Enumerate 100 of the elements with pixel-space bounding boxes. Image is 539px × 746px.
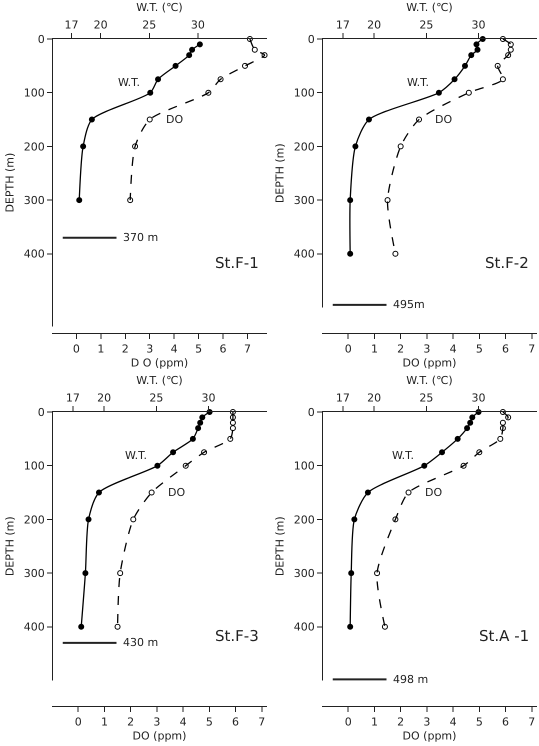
- series-label: DO: [425, 486, 442, 499]
- point: [130, 516, 136, 522]
- point: [246, 36, 253, 42]
- y-tick-label: 0: [308, 32, 315, 46]
- x-tick-label: 3: [153, 715, 160, 728]
- series-label: W.T.: [392, 449, 414, 462]
- point: [392, 250, 398, 257]
- point: [505, 414, 512, 420]
- point: [494, 62, 501, 69]
- ref-line-label: 498 m: [393, 673, 428, 686]
- x-tick-label: 7: [528, 715, 536, 728]
- point: [252, 46, 258, 53]
- point: [476, 449, 482, 456]
- point: [406, 490, 412, 496]
- annotation: St.F-2: [485, 254, 529, 272]
- point: [127, 197, 134, 204]
- y-axis-title: DEPTH (m): [3, 152, 16, 213]
- annotation: St.F-3: [215, 627, 259, 645]
- x2-tick-label: 25: [419, 391, 434, 404]
- x-tick-label: 6: [232, 715, 240, 728]
- point: [398, 143, 404, 150]
- y-tick-label: 200: [294, 513, 315, 526]
- point: [230, 414, 236, 420]
- y-tick-label: 300: [24, 566, 45, 580]
- y-tick-label: 400: [24, 620, 45, 634]
- point: [148, 490, 155, 496]
- y-tick-label: 100: [294, 460, 315, 473]
- y-axis-title: DEPTH (m): [3, 516, 16, 576]
- x-tick-label: 1: [100, 715, 108, 728]
- y-tick-label: 400: [294, 248, 315, 261]
- y-tick-label: 100: [24, 86, 45, 100]
- point: [500, 425, 506, 432]
- series-label: DO: [168, 486, 186, 499]
- x-tick-label: 2: [127, 715, 134, 728]
- ref-line-label: 430 m: [123, 636, 158, 649]
- series-label: DO: [166, 113, 184, 126]
- y-axis-title: DEPTH (m): [273, 143, 286, 204]
- point: [384, 197, 391, 204]
- point: [242, 62, 248, 69]
- y-tick-label: 200: [294, 140, 315, 154]
- point: [262, 52, 268, 58]
- ref-line-label: 495m: [393, 298, 425, 311]
- x2-axis-title: W.T. (℃): [136, 374, 183, 388]
- x2-tick-label: 25: [419, 18, 434, 32]
- y-axis-title: DEPTH (m): [273, 516, 286, 576]
- x-axis-title: DO (ppm): [402, 730, 456, 742]
- x-tick-label: 3: [423, 715, 430, 728]
- point: [132, 143, 138, 150]
- ref-line-label: 370 m: [123, 231, 158, 244]
- point: [416, 116, 422, 123]
- x-tick-label: 7: [258, 715, 266, 728]
- x2-tick-label: 30: [190, 18, 205, 32]
- y-tick-label: 300: [294, 566, 315, 580]
- x-tick-label: 5: [476, 715, 483, 728]
- x2-tick-label: 30: [202, 391, 216, 404]
- y-tick-label: 200: [24, 140, 45, 154]
- x-axis-title: DO (ppm): [402, 356, 456, 370]
- x-tick-label: 2: [397, 342, 404, 356]
- point: [382, 624, 388, 630]
- x-tick-label: 0: [344, 715, 352, 728]
- point: [218, 76, 224, 82]
- x-tick-label: 6: [502, 715, 510, 728]
- point: [230, 425, 236, 432]
- x-tick-label: 5: [206, 715, 213, 728]
- x-tick-label: 7: [528, 342, 536, 356]
- x2-axis-title: W.T. (℃): [406, 374, 453, 388]
- x-tick-label: 6: [220, 342, 227, 356]
- x-tick-label: 4: [170, 342, 178, 356]
- y-tick-label: 0: [38, 406, 45, 419]
- point: [508, 41, 514, 48]
- y-tick-label: 400: [294, 620, 315, 634]
- x-axis-title: DO (ppm): [132, 730, 186, 742]
- x2-axis-title: W.T. (℃): [136, 1, 183, 14]
- y-tick-label: 300: [24, 194, 45, 207]
- y-tick-label: 200: [24, 513, 45, 526]
- x-tick-label: 2: [397, 715, 404, 728]
- x-tick-label: 5: [195, 342, 202, 356]
- x-tick-label: 5: [476, 342, 483, 356]
- x2-tick-label: 25: [149, 391, 164, 404]
- series-label: W.T.: [125, 449, 148, 462]
- point: [146, 116, 153, 123]
- x2-tick-label: 17: [336, 18, 350, 32]
- x2-tick-label: 30: [472, 18, 486, 32]
- x2-tick-label: 20: [367, 391, 382, 404]
- x-tick-label: 1: [97, 342, 104, 356]
- x-tick-label: 4: [450, 715, 457, 728]
- point: [497, 436, 504, 442]
- point: [227, 436, 234, 442]
- point: [500, 409, 506, 415]
- x-tick-label: 7: [244, 342, 251, 356]
- point: [392, 516, 398, 522]
- x2-tick-label: 17: [64, 18, 78, 32]
- point: [500, 76, 506, 82]
- point: [500, 36, 506, 42]
- y-tick-label: 100: [294, 86, 315, 100]
- point: [505, 52, 512, 58]
- point: [205, 90, 212, 96]
- y-tick-label: 300: [294, 194, 315, 207]
- point: [117, 570, 124, 576]
- point: [500, 420, 506, 426]
